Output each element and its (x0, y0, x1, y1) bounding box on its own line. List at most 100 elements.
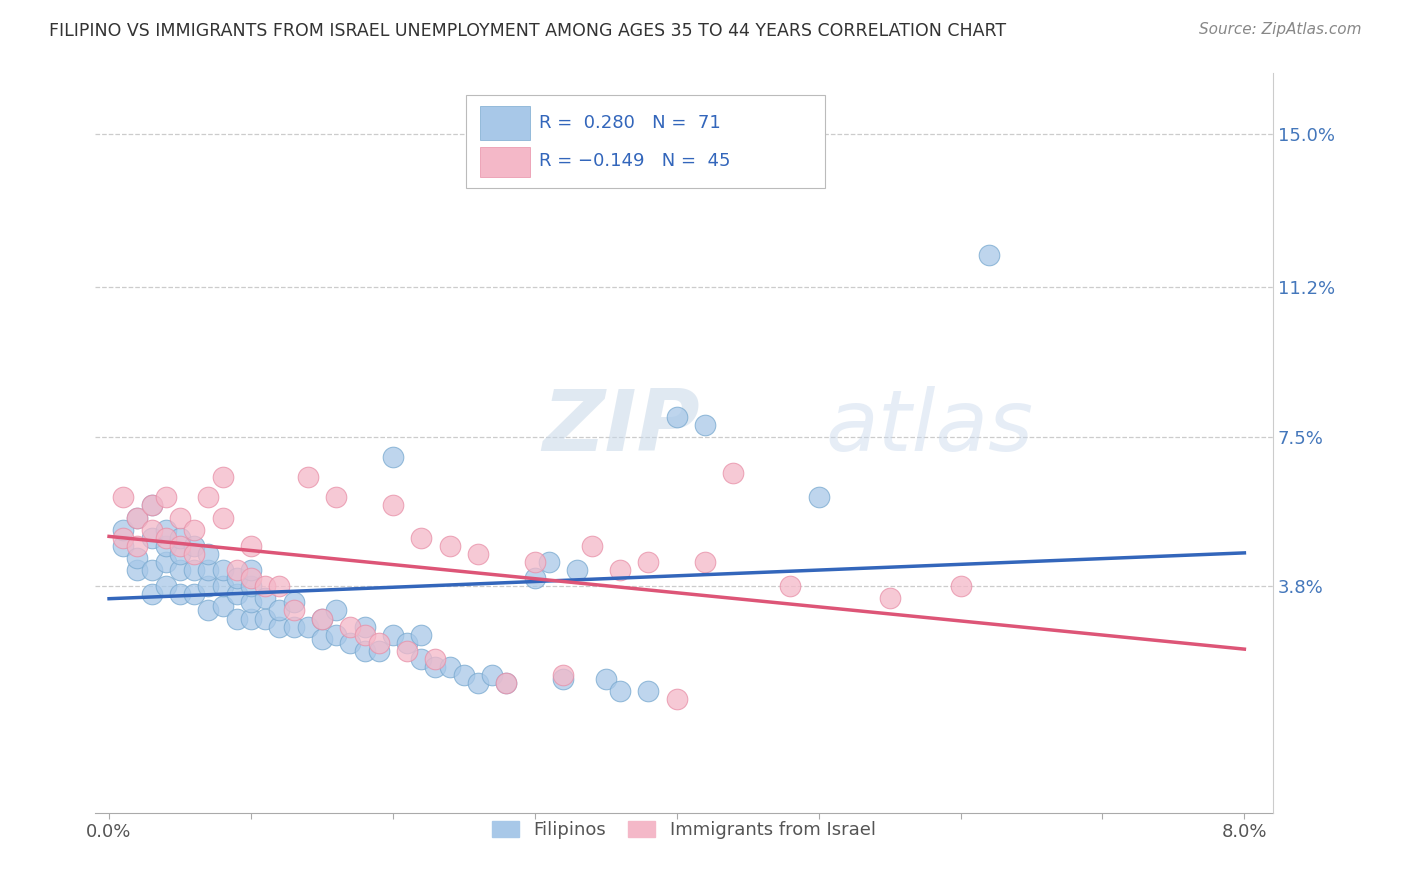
Point (411, 628, 433, 642)
Point (211, 579, 233, 593)
Point (311, 632, 333, 646)
Bar (479, 106, 530, 139)
Point (567, 563, 589, 577)
Point (396, 636, 419, 650)
Text: R =  0.280   N =  71: R = 0.280 N = 71 (538, 113, 721, 131)
Point (141, 499, 163, 513)
Point (141, 563, 163, 577)
Point (495, 676, 517, 690)
Point (481, 668, 503, 682)
Point (211, 599, 233, 614)
Point (155, 531, 177, 545)
Point (225, 611, 247, 625)
Point (439, 660, 461, 674)
Point (197, 491, 219, 505)
Point (523, 571, 546, 585)
Point (112, 531, 135, 545)
Point (141, 499, 163, 513)
Point (396, 644, 419, 658)
Point (169, 531, 191, 545)
Point (141, 531, 163, 545)
Point (609, 563, 631, 577)
Point (239, 571, 262, 585)
Point (112, 539, 135, 553)
Legend: Filipinos, Immigrants from Israel: Filipinos, Immigrants from Israel (486, 815, 882, 844)
Point (183, 539, 205, 553)
Point (155, 491, 177, 505)
Point (311, 611, 333, 625)
Point (141, 587, 163, 601)
Point (609, 684, 631, 698)
Point (367, 644, 389, 658)
Point (439, 539, 461, 553)
Point (553, 672, 575, 686)
Point (581, 539, 603, 553)
Point (169, 539, 191, 553)
Point (141, 523, 163, 537)
Point (693, 417, 716, 432)
Point (254, 591, 277, 606)
Point (254, 579, 277, 593)
Point (155, 555, 177, 569)
Point (155, 539, 177, 553)
Point (183, 523, 205, 537)
Point (169, 587, 191, 601)
Point (225, 587, 247, 601)
Point (269, 620, 291, 634)
Point (367, 636, 389, 650)
Point (425, 652, 447, 666)
Point (127, 539, 149, 553)
Point (112, 491, 135, 505)
Point (553, 668, 575, 682)
Point (197, 547, 219, 561)
Point (169, 563, 191, 577)
Text: atlas: atlas (825, 386, 1033, 469)
Text: R = −0.149   N =  45: R = −0.149 N = 45 (538, 152, 731, 170)
Point (225, 571, 247, 585)
Point (283, 595, 305, 609)
Point (339, 620, 361, 634)
Point (127, 563, 149, 577)
Point (239, 611, 262, 625)
Point (353, 644, 375, 658)
Point (879, 591, 901, 606)
Point (381, 499, 404, 513)
Point (949, 579, 972, 593)
Point (155, 523, 177, 537)
Point (325, 491, 347, 505)
Point (127, 510, 149, 524)
Point (353, 620, 375, 634)
Point (254, 611, 277, 625)
Point (127, 510, 149, 524)
Point (297, 620, 319, 634)
Point (325, 628, 347, 642)
Point (211, 510, 233, 524)
Point (779, 579, 801, 593)
Point (325, 603, 347, 617)
Point (169, 547, 191, 561)
Text: FILIPINO VS IMMIGRANTS FROM ISRAEL UNEMPLOYMENT AMONG AGES 35 TO 44 YEARS CORREL: FILIPINO VS IMMIGRANTS FROM ISRAEL UNEMP… (49, 22, 1007, 40)
Point (637, 555, 659, 569)
Point (637, 684, 659, 698)
Point (239, 579, 262, 593)
Point (239, 563, 262, 577)
Point (453, 668, 475, 682)
Bar (479, 147, 530, 177)
FancyBboxPatch shape (465, 95, 825, 187)
Point (112, 523, 135, 537)
Point (523, 555, 546, 569)
Point (411, 652, 433, 666)
Point (283, 620, 305, 634)
Point (211, 563, 233, 577)
Point (183, 587, 205, 601)
Point (467, 676, 489, 690)
Point (197, 579, 219, 593)
Point (723, 466, 745, 480)
Point (381, 450, 404, 464)
Point (495, 676, 517, 690)
Point (239, 595, 262, 609)
Point (411, 531, 433, 545)
Text: Source: ZipAtlas.com: Source: ZipAtlas.com (1198, 22, 1361, 37)
Point (183, 547, 205, 561)
Point (311, 611, 333, 625)
